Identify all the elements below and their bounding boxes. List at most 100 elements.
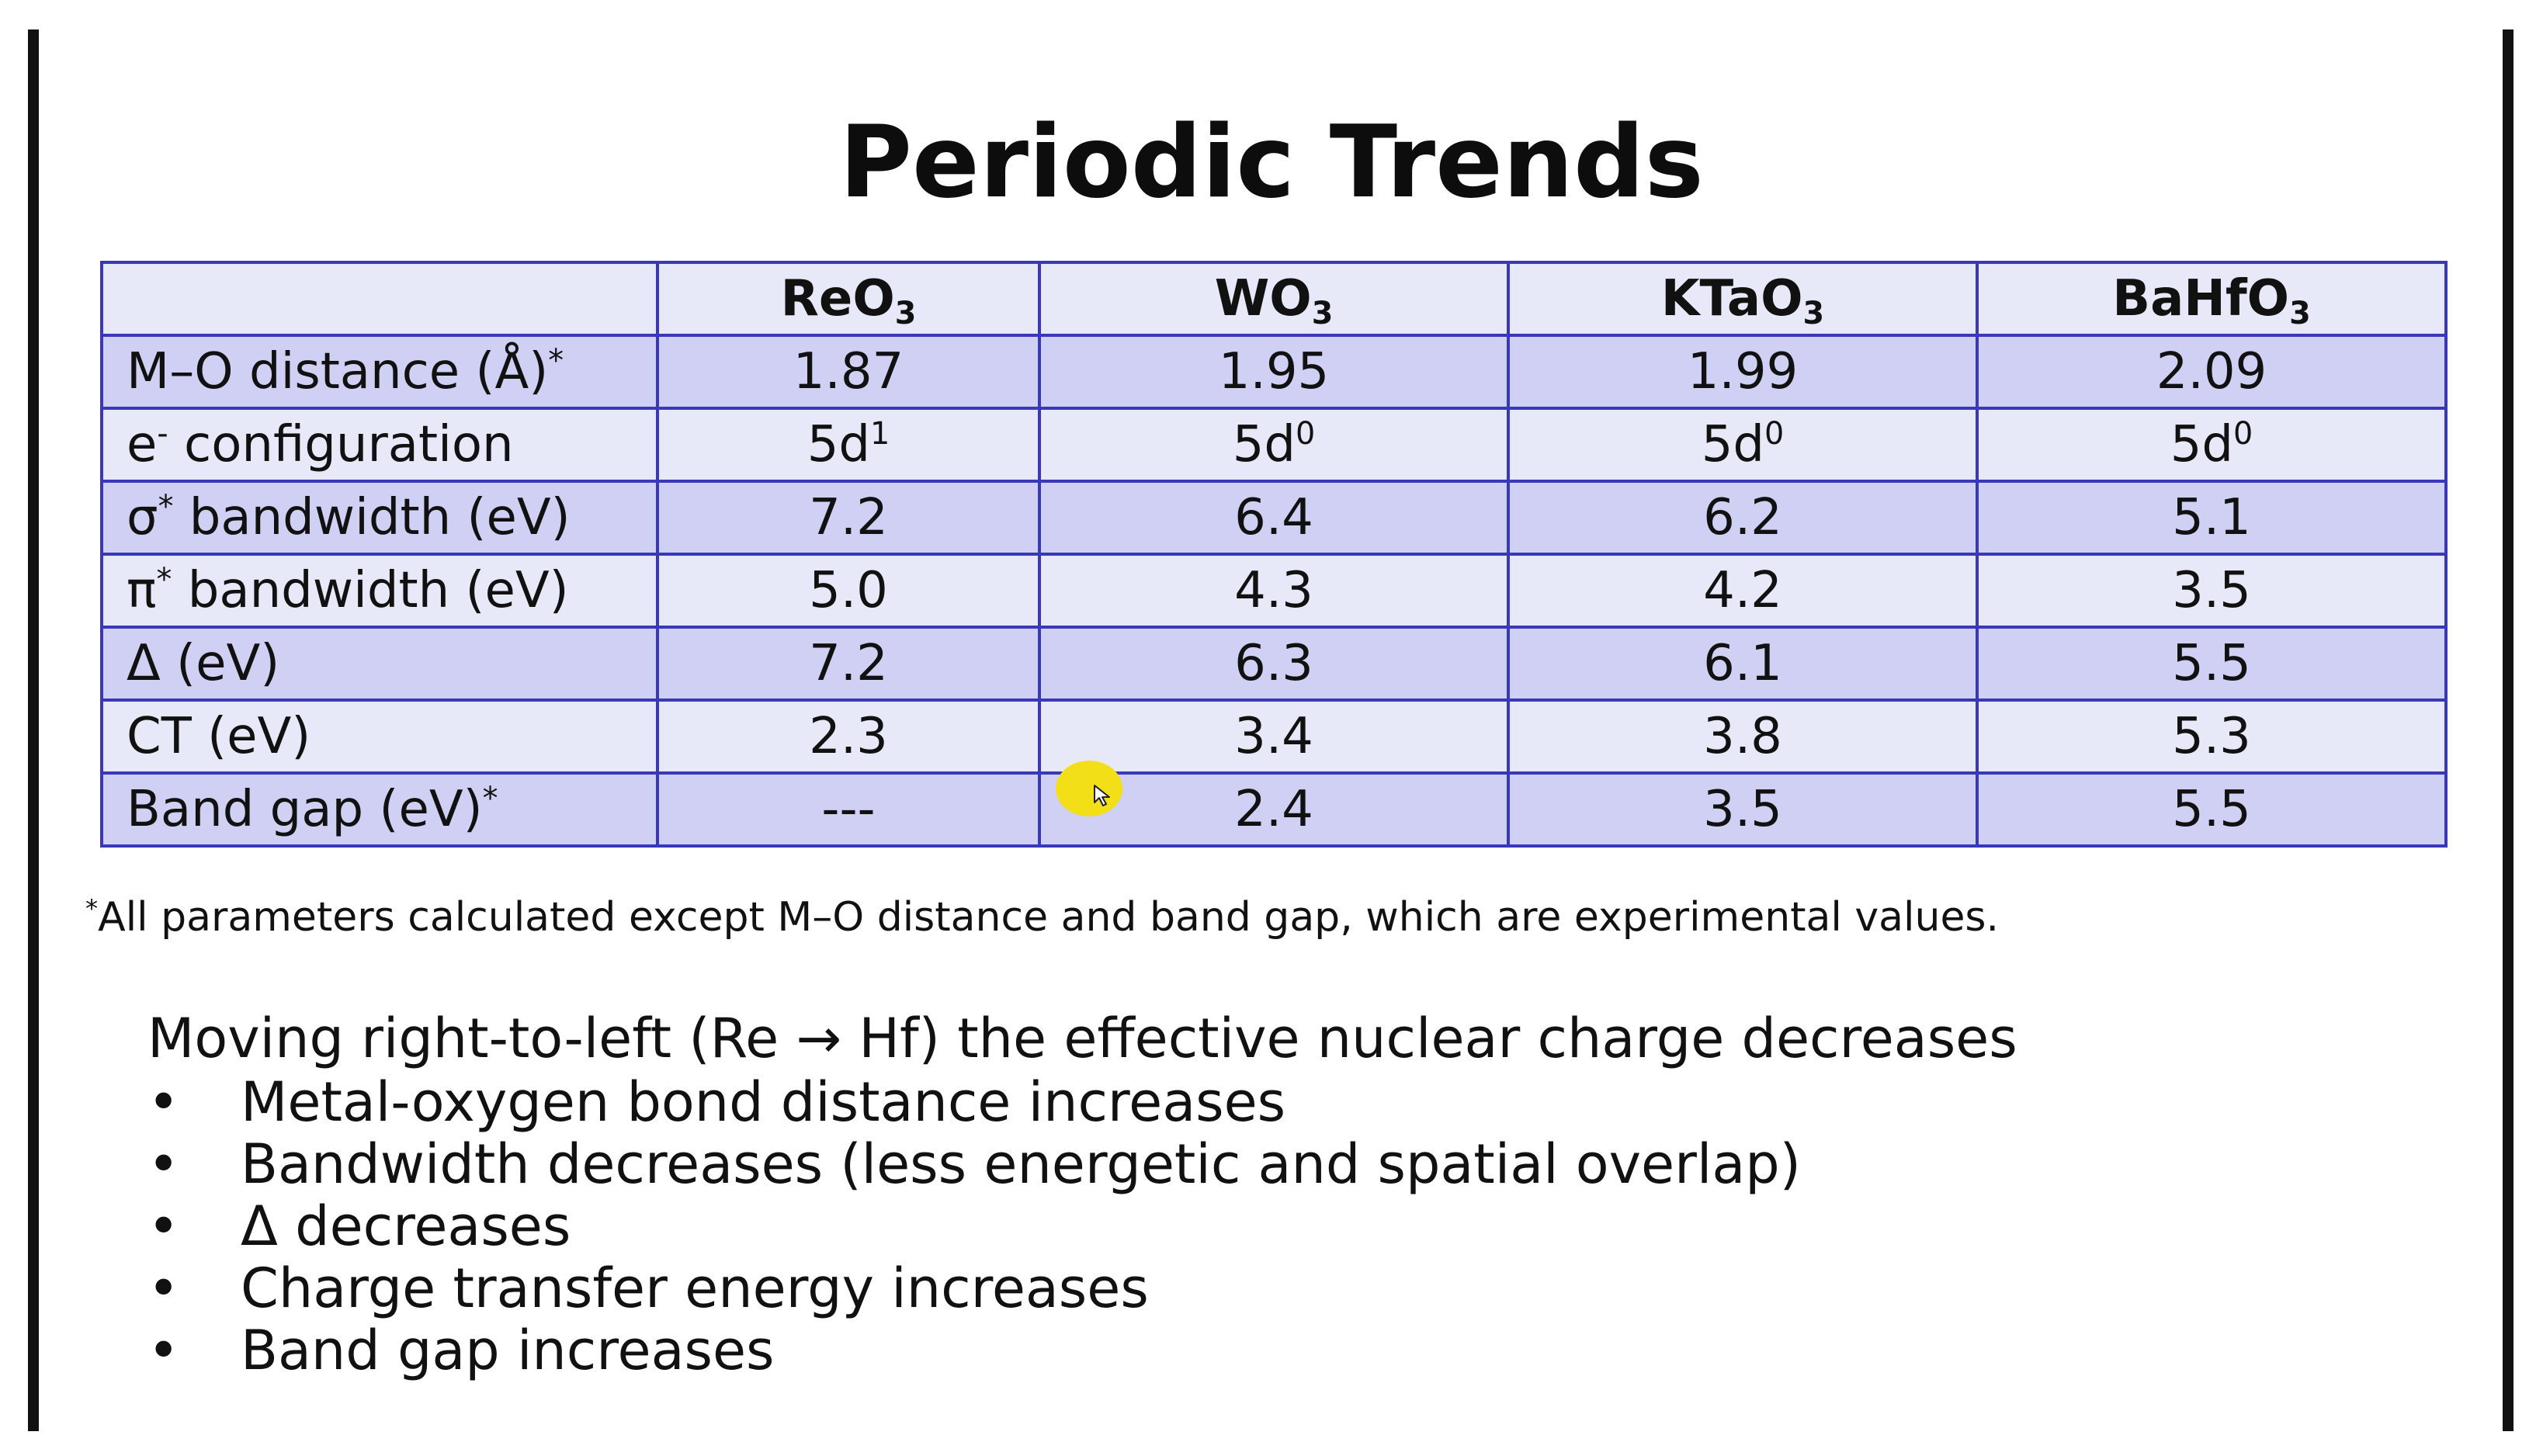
table-cell: 2.09: [1976, 334, 2448, 410]
footnote-mark: *: [548, 343, 564, 380]
table-row-ct: CT (eV) 2.3 3.4 3.8 5.3: [100, 699, 2448, 775]
bullet-text: Bandwidth decreases (less energetic and …: [241, 1132, 1801, 1196]
config-superscript: 0: [1764, 416, 1785, 452]
row-label-text: configuration: [168, 416, 514, 473]
slide-title: Periodic Trends: [839, 105, 1704, 220]
table-cell: 7.2: [656, 626, 1041, 702]
footnote-mark: *: [482, 781, 498, 817]
bullet-text: Metal-oxygen bond distance increases: [241, 1070, 1286, 1134]
right-border-bar: [2503, 29, 2514, 1431]
superscript: *: [158, 489, 174, 525]
bullet-text: Δ decreases: [241, 1194, 571, 1258]
table-row-e-configuration: e- configuration 5d1 5d0 5d0 5d0: [100, 407, 2448, 483]
compound-subscript: 3: [1311, 296, 1334, 332]
config-base: 5d: [807, 416, 871, 473]
row-label-text: σ: [127, 489, 158, 546]
pointer-arrow-icon: [1094, 785, 1110, 806]
row-label-text: M–O distance (Å): [127, 343, 549, 400]
list-item: • Bandwidth decreases (less energetic and…: [147, 1133, 1801, 1195]
compound-name: WO: [1214, 270, 1312, 328]
table-cell: 5d0: [1507, 407, 1979, 483]
table-cell: 6.3: [1038, 626, 1510, 702]
row-label-text: bandwidth (eV): [172, 562, 569, 619]
row-label-text: e: [127, 416, 158, 473]
row-label: Δ (eV): [100, 626, 659, 702]
footnote-mark: *: [85, 893, 99, 924]
table-footnote: *All parameters calculated except M–O di…: [85, 893, 2492, 942]
row-label: CT (eV): [100, 699, 659, 775]
list-item: • Metal-oxygen bond distance increases: [147, 1071, 1801, 1133]
table-cell: 6.1: [1507, 626, 1979, 702]
header-compound-reo3: ReO3: [656, 261, 1041, 337]
table-cell: 5d0: [1038, 407, 1510, 483]
table-cell: 5d1: [656, 407, 1041, 483]
table-cell: 7.2: [656, 480, 1041, 556]
header-compound-wo3: WO3: [1038, 261, 1510, 337]
table-cell: 2.3: [656, 699, 1041, 775]
bullet-icon: •: [147, 1194, 180, 1258]
bullet-text: Band gap increases: [241, 1319, 775, 1382]
compound-name: KTaO: [1660, 270, 1803, 328]
bullet-icon: •: [147, 1319, 180, 1382]
table-row-delta: Δ (eV) 7.2 6.3 6.1 5.5: [100, 626, 2448, 702]
header-blank-cell: [100, 261, 659, 337]
table-row-mo-distance: M–O distance (Å)* 1.87 1.95 1.99 2.09: [100, 334, 2448, 410]
table-cell: 5d0: [1976, 407, 2448, 483]
row-label-text: Band gap (eV): [127, 781, 483, 838]
header-compound-bahfo3: BaHfO3: [1976, 261, 2448, 337]
compound-subscript: 3: [1802, 296, 1825, 332]
table-cell: 4.2: [1507, 553, 1979, 629]
periodic-trends-table: ReO3 WO3 KTaO3 BaHfO3 M–O distance (Å)* …: [100, 261, 2448, 848]
config-superscript: 1: [870, 416, 890, 452]
left-border-bar: [28, 29, 39, 1431]
table-cell: 5.1: [1976, 480, 2448, 556]
table-cell: 1.95: [1038, 334, 1510, 410]
table-cell: 5.5: [1976, 771, 2448, 848]
table-cell: 3.4: [1038, 699, 1510, 775]
row-label: σ* bandwidth (eV): [100, 480, 659, 556]
lead-statement: Moving right-to-left (Re → Hf) the effec…: [147, 1007, 2017, 1070]
table-cell: 3.8: [1507, 699, 1979, 775]
table-row-band-gap: Band gap (eV)* --- 2.4 3.5 5.5: [100, 771, 2448, 848]
row-label: M–O distance (Å)*: [100, 334, 659, 410]
table-cell: 6.4: [1038, 480, 1510, 556]
compound-subscript: 3: [894, 296, 917, 332]
mouse-cursor-highlight: [1056, 761, 1122, 816]
compound-subscript: 3: [2289, 296, 2311, 332]
row-label: Band gap (eV)*: [100, 771, 659, 848]
header-compound-ktao3: KTaO3: [1507, 261, 1979, 337]
table-cell: ---: [656, 771, 1041, 848]
table-row-pi-bandwidth: π* bandwidth (eV) 5.0 4.3 4.2 3.5: [100, 553, 2448, 629]
table-row-sigma-bandwidth: σ* bandwidth (eV) 7.2 6.4 6.2 5.1: [100, 480, 2448, 556]
table-cell: 6.2: [1507, 480, 1979, 556]
row-label-text: π: [127, 562, 157, 619]
config-superscript: 0: [2233, 416, 2253, 452]
table-cell: 3.5: [1507, 771, 1979, 848]
compound-name: BaHfO: [2112, 270, 2290, 328]
row-label: e- configuration: [100, 407, 659, 483]
superscript: *: [156, 562, 172, 598]
config-superscript: 0: [1296, 416, 1316, 452]
list-item: • Δ decreases: [147, 1195, 1801, 1257]
table-cell: 5.0: [656, 553, 1041, 629]
row-label: π* bandwidth (eV): [100, 553, 659, 629]
footnote-text: All parameters calculated except M–O dis…: [98, 894, 2000, 941]
table-header-row: ReO3 WO3 KTaO3 BaHfO3: [100, 261, 2448, 337]
bullet-icon: •: [147, 1132, 180, 1196]
config-base: 5d: [1232, 416, 1296, 473]
row-label-text: bandwidth (eV): [173, 489, 571, 546]
list-item: • Band gap increases: [147, 1319, 1801, 1381]
bullet-icon: •: [147, 1257, 180, 1320]
table-cell: 1.99: [1507, 334, 1979, 410]
bullet-icon: •: [147, 1070, 180, 1134]
config-base: 5d: [2170, 416, 2234, 473]
table-cell: 3.5: [1976, 553, 2448, 629]
table-cell: 4.3: [1038, 553, 1510, 629]
table-cell: 5.5: [1976, 626, 2448, 702]
trend-bullet-list: • Metal-oxygen bond distance increases • B…: [147, 1071, 1801, 1381]
config-base: 5d: [1701, 416, 1765, 473]
bullet-text: Charge transfer energy increases: [241, 1257, 1149, 1320]
table-cell: 1.87: [656, 334, 1041, 410]
list-item: • Charge transfer energy increases: [147, 1257, 1801, 1319]
